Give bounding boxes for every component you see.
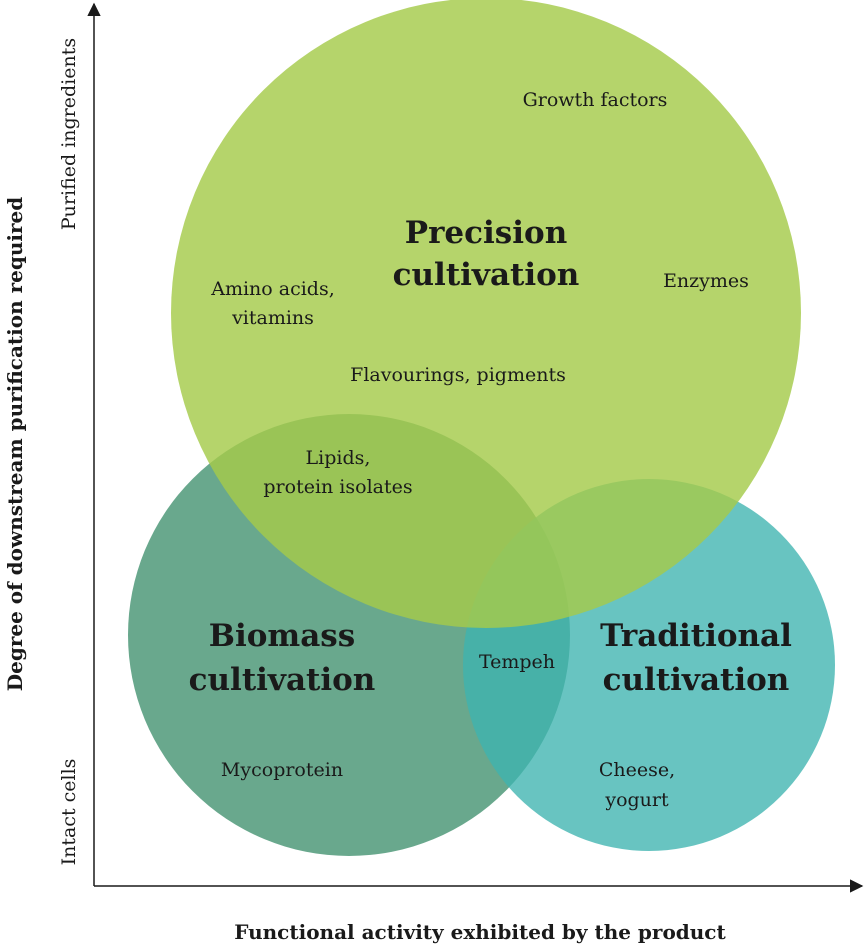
item-flavourings: Flavourings, pigments [350, 364, 566, 386]
traditional-title-line-2: cultivation [603, 662, 790, 698]
x-axis-label: Functional activity exhibited by the pro… [234, 920, 726, 944]
y-axis-label: Degree of downstream purification requir… [3, 197, 27, 691]
item-lipids-line-2: protein isolates [263, 476, 412, 498]
item-amino-acids-line-2: vitamins [231, 307, 314, 329]
precision-title-line-2: cultivation [393, 257, 580, 293]
item-mycoprotein: Mycoprotein [221, 759, 343, 781]
item-lipids-line-1: Lipids, [306, 447, 371, 469]
precision-title-line-1: Precision [405, 215, 567, 251]
item-growth-factors: Growth factors [523, 89, 668, 111]
biomass-title-line-1: Biomass [209, 618, 355, 654]
y-axis-top-label: Purified ingredients [58, 38, 80, 230]
item-tempeh: Tempeh [479, 651, 555, 673]
item-cheese-line-2: yogurt [604, 789, 669, 811]
precision-circle [171, 0, 801, 628]
item-enzymes: Enzymes [663, 270, 749, 292]
y-axis-bottom-label: Intact cells [58, 759, 80, 866]
item-cheese-line-1: Cheese, [599, 759, 675, 781]
biomass-title-line-2: cultivation [189, 662, 376, 698]
traditional-title-line-1: Traditional [600, 618, 792, 654]
item-amino-acids-line-1: Amino acids, [210, 278, 335, 300]
